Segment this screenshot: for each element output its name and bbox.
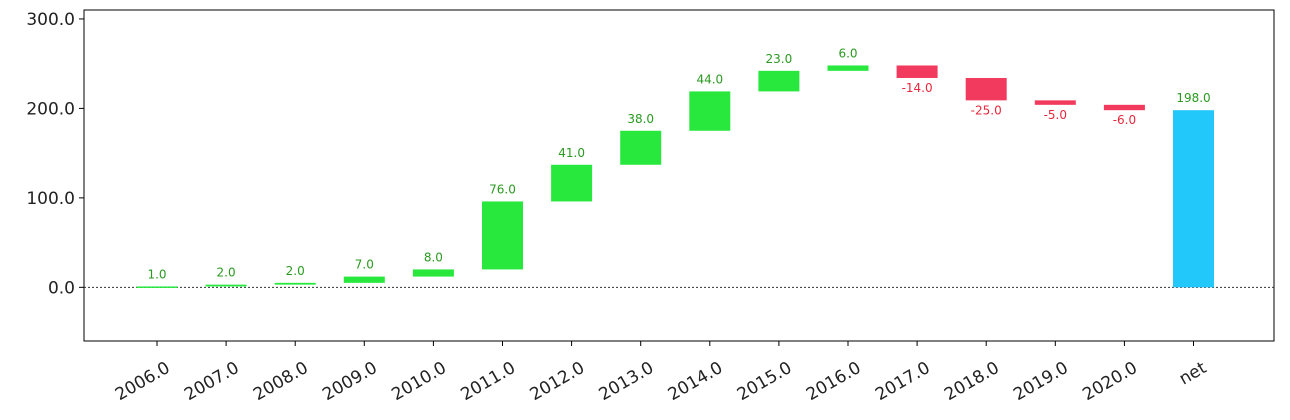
x-tick-label: 2009.0	[319, 358, 381, 405]
bars-group	[136, 65, 1214, 288]
bar	[205, 284, 247, 287]
bar	[965, 77, 1007, 101]
y-tick-label: 200.0	[26, 99, 75, 119]
bar-data-label: -14.0	[902, 81, 933, 95]
bar-data-label: 2.0	[286, 264, 305, 278]
x-tick-label: net	[1176, 358, 1210, 389]
x-tick-label: 2014.0	[665, 358, 727, 405]
bar-data-label: 44.0	[696, 72, 723, 86]
bar-data-label: 6.0	[838, 46, 857, 60]
bar	[758, 70, 800, 92]
y-axis: 0.0 100.0 200.0 300.0	[26, 10, 84, 298]
x-tick-label: 2011.0	[457, 358, 519, 405]
bar-data-label: 23.0	[766, 52, 793, 66]
bar	[896, 65, 938, 78]
plot-frame	[83, 9, 1275, 342]
bar-data-label: 38.0	[627, 112, 654, 126]
bar	[1173, 110, 1214, 288]
bar	[827, 65, 869, 71]
y-tick-label: 100.0	[26, 189, 75, 209]
bar-data-label: -6.0	[1113, 113, 1136, 127]
bar	[136, 286, 178, 288]
bar-data-label: 198.0	[1176, 91, 1210, 105]
x-tick-label: 2019.0	[1010, 358, 1072, 405]
x-axis: 2006.0 2007.0 2008.0 2009.0 2010.0 2011.0 2012…	[112, 341, 1210, 405]
bar	[620, 130, 662, 165]
bar	[1103, 104, 1145, 111]
bar-data-label: -5.0	[1044, 108, 1067, 122]
bar	[412, 269, 454, 277]
plot-area	[83, 9, 1275, 342]
x-tick-label: 2017.0	[872, 358, 934, 405]
x-tick-label: 2012.0	[527, 358, 589, 405]
bar	[274, 282, 316, 285]
bar	[1034, 100, 1076, 105]
bar-data-label: 1.0	[147, 267, 166, 281]
x-tick-label: 2006.0	[112, 358, 174, 405]
bar	[551, 164, 593, 202]
x-tick-label: 2018.0	[941, 358, 1003, 405]
bar-data-label: 7.0	[355, 258, 374, 272]
bar	[482, 201, 523, 270]
x-tick-label: 2020.0	[1079, 358, 1141, 405]
bar-data-label: -25.0	[971, 103, 1002, 117]
bar	[343, 276, 385, 283]
bar-labels-group: 1.0 2.0 2.0 7.0 8.0 76.0 41.0 38.0 44.0 23.0 6.0 -1…	[147, 46, 1210, 281]
x-tick-label: 2007.0	[181, 358, 243, 405]
x-tick-label: 2015.0	[734, 358, 796, 405]
x-tick-label: 2013.0	[596, 358, 658, 405]
x-tick-label: 2016.0	[803, 358, 865, 405]
x-tick-label: 2010.0	[388, 358, 450, 405]
bar-data-label: 2.0	[217, 266, 236, 280]
bar-data-label: 8.0	[424, 250, 443, 264]
x-tick-label: 2008.0	[250, 358, 312, 405]
bar-data-label: 41.0	[558, 146, 585, 160]
bar-data-label: 76.0	[489, 182, 516, 196]
y-tick-label: 300.0	[26, 10, 75, 30]
y-tick-label: 0.0	[48, 278, 75, 298]
bar	[689, 91, 731, 131]
